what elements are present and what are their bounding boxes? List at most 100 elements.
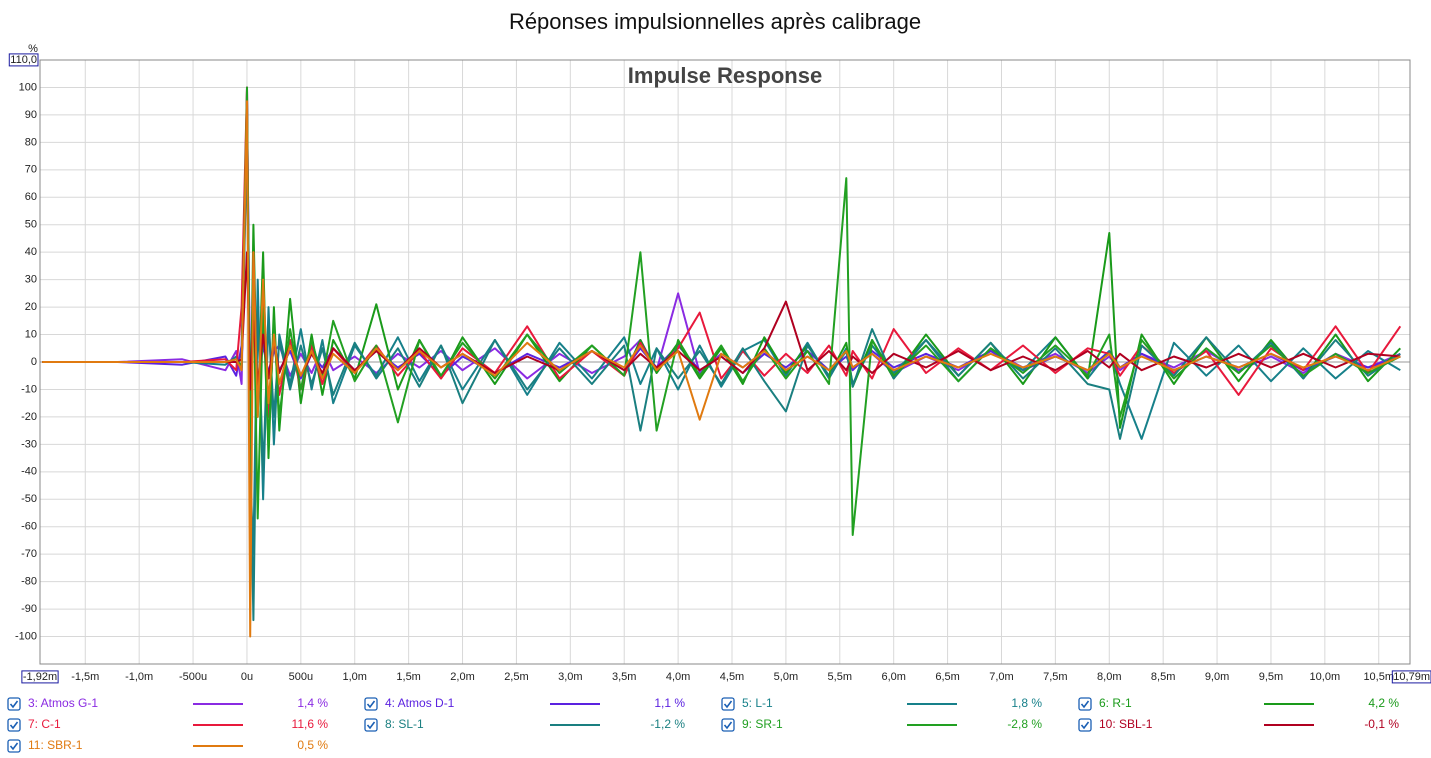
legend-value: -2,8 % (1007, 717, 1042, 731)
legend-label: 8: SL-1 (385, 717, 424, 731)
legend-label: 10: SBL-1 (1099, 717, 1153, 731)
y-tick-label: -10 (21, 383, 37, 395)
y-tick-label: -70 (21, 548, 37, 560)
y-tick-label: -30 (21, 438, 37, 450)
checkmark[interactable] (9, 700, 19, 709)
x-tick-label: 2,5m (504, 671, 528, 683)
y-tick-label: -50 (21, 493, 37, 505)
x-tick-label: 4,5m (720, 671, 744, 683)
y-tick-label: 50 (25, 219, 37, 231)
legend-label: 11: SBR-1 (28, 738, 83, 752)
x-tick-label: 5,0m (774, 671, 798, 683)
x-tick-label: 10,0m (1310, 671, 1341, 683)
legend-checkbox[interactable] (721, 697, 735, 711)
x-tick-label: 10,5m (1363, 671, 1394, 683)
axis-limit-box (8, 53, 39, 67)
checkbox[interactable] (1078, 718, 1092, 732)
legend-label: 3: Atmos G-1 (28, 696, 98, 710)
axis-limit-box (1391, 670, 1431, 684)
checkbox[interactable] (364, 718, 378, 732)
legend-checkbox[interactable] (364, 697, 378, 711)
checkmark[interactable] (723, 721, 733, 730)
series-line (42, 100, 1401, 638)
x-tick-label: 7,0m (989, 671, 1013, 683)
y-tick-label: -40 (21, 466, 37, 478)
checkbox[interactable] (364, 697, 378, 711)
x-tick-label: 8,5m (1151, 671, 1175, 683)
checkbox[interactable] (7, 718, 21, 732)
checkmark[interactable] (9, 742, 19, 751)
y-tick-label: 100 (19, 81, 37, 93)
x-tick-label: 9,5m (1259, 671, 1283, 683)
legend-value: -0,1 % (1364, 717, 1399, 731)
checkbox[interactable] (721, 718, 735, 732)
checkmark[interactable] (1080, 721, 1090, 730)
checkmark[interactable] (9, 721, 19, 730)
legend-value: -1,2 % (650, 717, 685, 731)
plot-frame (39, 59, 1411, 665)
x-tick-label: -1,92m (23, 671, 57, 683)
x-tick-label: -1,0m (125, 671, 153, 683)
x-tick-label: 0u (241, 671, 253, 683)
series-line (42, 113, 1402, 460)
x-tick-label: 10,79m (1393, 671, 1430, 683)
x-tick-label: 1,5m (396, 671, 420, 683)
y-tick-label: 30 (25, 274, 37, 286)
y-tick-label: 20 (25, 301, 37, 313)
y-tick-label: 0 (31, 356, 37, 368)
y-tick-label: 40 (25, 246, 37, 258)
plot-subtitle: Impulse Response (628, 63, 822, 88)
y-tick-label: -90 (21, 603, 37, 615)
legend-value: 4,2 % (1368, 696, 1399, 710)
legend-label: 6: R-1 (1099, 696, 1132, 710)
legend-value: 11,6 % (292, 717, 329, 731)
checkbox[interactable] (7, 697, 21, 711)
x-tick-label: 6,0m (881, 671, 905, 683)
series-line (42, 86, 1401, 536)
checkbox[interactable] (7, 739, 21, 753)
checkbox[interactable] (1078, 697, 1092, 711)
x-tick-label: 500u (289, 671, 313, 683)
x-tick-label: 3,5m (612, 671, 636, 683)
x-tick-label: 1,0m (343, 671, 367, 683)
legend-checkbox[interactable] (721, 718, 735, 732)
x-tick-label: -1,5m (71, 671, 99, 683)
series-line (42, 127, 1401, 622)
x-tick-label: 2,0m (450, 671, 474, 683)
y-tick-label: 110,0 (10, 54, 37, 66)
y-tick-label: -60 (21, 521, 37, 533)
plot-lines (42, 86, 1402, 638)
legend-label: 5: L-1 (742, 696, 773, 710)
y-tick-label: -20 (21, 411, 37, 423)
y-tick-label: 90 (25, 109, 37, 121)
series-line (42, 141, 1401, 556)
checkmark[interactable] (723, 700, 733, 709)
checkbox[interactable] (721, 697, 735, 711)
legend-checkbox[interactable] (7, 697, 21, 711)
x-tick-label: 4,0m (666, 671, 690, 683)
legend-label: 9: SR-1 (742, 717, 783, 731)
checkmark[interactable] (366, 721, 376, 730)
axis-limit-box (21, 670, 59, 684)
checkmark[interactable] (1080, 700, 1090, 709)
legend-checkbox[interactable] (7, 739, 21, 753)
x-tick-label: 7,5m (1043, 671, 1067, 683)
legend-value: 1,8 % (1011, 696, 1042, 710)
checkmark[interactable] (366, 700, 376, 709)
x-tick-label: 8,0m (1097, 671, 1121, 683)
legend-checkbox[interactable] (7, 718, 21, 732)
y-tick-label: -80 (21, 576, 37, 588)
y-tick-label: 10 (25, 328, 37, 340)
legend-label: 4: Atmos D-1 (385, 696, 455, 710)
series-line (42, 251, 1401, 391)
legend-checkbox[interactable] (364, 718, 378, 732)
legend: 3: Atmos G-1 1,4 % 4: Atmos D-1 1,1 % 5: L-1… (7, 696, 1399, 753)
y-tick-label: 70 (25, 164, 37, 176)
x-tick-label: 6,5m (935, 671, 959, 683)
legend-checkbox[interactable] (1078, 718, 1092, 732)
y-tick-label: -100 (15, 630, 37, 642)
x-tick-label: 5,5m (828, 671, 852, 683)
x-tick-label: 9,0m (1205, 671, 1229, 683)
legend-checkbox[interactable] (1078, 697, 1092, 711)
